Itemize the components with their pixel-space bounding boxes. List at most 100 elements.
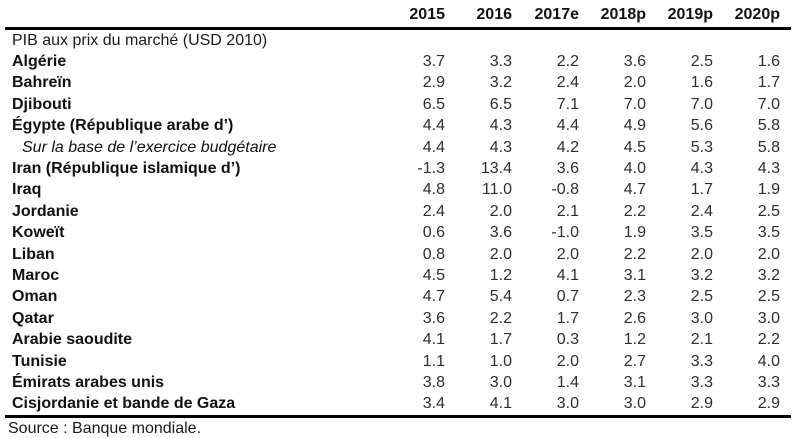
cell-value: 2.0 [556,245,579,263]
table-row: Oman 4.7 5.4 0.7 2.3 2.5 2.5 [5,287,791,308]
table-row: Arabie saoudite 4.1 1.7 0.3 1.2 2.1 2.2 [5,329,791,350]
cell-value: 3.6 [556,160,579,178]
cell-value: 3.1 [623,373,646,391]
row-label: Tunisie [12,352,67,370]
cell-value: 2.1 [690,331,713,349]
cell-value: 7.0 [757,95,780,113]
cell-value: 3.2 [690,266,713,284]
cell-value: 3.8 [422,373,445,391]
cell-value: 2.0 [757,245,780,263]
row-label: Jordanie [12,202,79,220]
table-header-row: 2015 2016 2017e 2018p 2019p 2020p [5,4,791,30]
cell-value: 3.4 [378,393,445,419]
row-label: Maroc [12,266,60,284]
cell-value: -1.3 [417,160,445,178]
cell-value: 7.0 [690,95,713,113]
cell-value: 3.2 [489,74,512,92]
cell-value: 3.0 [489,373,512,391]
cell-value: 2.5 [757,288,780,306]
cell-value: 4.1 [422,331,445,349]
cell-value: 1.7 [556,309,579,327]
section-row: PIB aux prix du marché (USD 2010) [5,29,791,52]
cell-value: 0.6 [422,224,445,242]
column-header-2018p: 2018p [579,4,646,30]
cell-value: 3.3 [690,373,713,391]
row-label: Iran (République islamique d’) [12,160,241,178]
cell-value: 1.4 [556,373,579,391]
cell-value: 1.7 [757,74,780,92]
cell-value: 2.7 [623,352,646,370]
table-row: Algérie 3.7 3.3 2.2 3.6 2.5 1.6 [5,51,791,72]
cell-value: 2.9 [646,393,713,419]
cell-value: 3.0 [690,309,713,327]
table-row: Égypte (République arabe d’) 4.4 4.3 4.4 4.9… [5,116,791,137]
cell-value: 2.2 [489,309,512,327]
cell-value: 2.2 [623,202,646,220]
row-label: Égypte (République arabe d’) [12,117,234,135]
row-label: Iraq [12,181,42,199]
cell-value: 2.3 [623,288,646,306]
cell-value: 5.8 [757,117,780,135]
cell-value: 1.2 [489,266,512,284]
cell-value: 1.1 [422,352,445,370]
cell-value: 1.6 [690,74,713,92]
table-row: Jordanie 2.4 2.0 2.1 2.2 2.4 2.5 [5,201,791,222]
table-row: Sur la base de l’exercice budgétaire 4.4 4… [5,137,791,158]
table-row: Liban 0.8 2.0 2.0 2.2 2.0 2.0 [5,244,791,265]
cell-value: 0.7 [556,288,579,306]
table-row: Bahreïn 2.9 3.2 2.4 2.0 1.6 1.7 [5,73,791,94]
cell-value: 6.5 [422,95,445,113]
cell-value: 3.6 [623,53,646,71]
cell-value: 2.4 [690,202,713,220]
column-header-2020p: 2020p [713,4,791,30]
cell-value: 2.5 [690,53,713,71]
cell-value: 5.4 [489,288,512,306]
cell-value: 2.0 [489,245,512,263]
cell-value: 2.9 [422,74,445,92]
row-label: Oman [12,288,58,306]
table-row: Qatar 3.6 2.2 1.7 2.6 3.0 3.0 [5,308,791,329]
cell-value: 2.4 [422,202,445,220]
cell-value: 7.0 [623,95,646,113]
cell-value: 4.4 [556,117,579,135]
cell-value: 4.7 [422,288,445,306]
table-row: Tunisie 1.1 1.0 2.0 2.7 3.3 4.0 [5,351,791,372]
cell-value: 1.0 [489,352,512,370]
cell-value: 4.3 [489,117,512,135]
table-row: Iran (République islamique d’) -1.3 13.4 3.… [5,158,791,179]
cell-value: 4.2 [556,138,579,156]
row-label: Cisjordanie et bande de Gaza [5,393,378,419]
table-row: Djibouti 6.5 6.5 7.1 7.0 7.0 7.0 [5,94,791,115]
cell-value: 2.5 [690,288,713,306]
cell-value: 4.5 [623,138,646,156]
cell-value: 3.3 [757,373,780,391]
row-label: Qatar [12,309,54,327]
cell-value: 2.2 [556,53,579,71]
cell-value: 1.6 [757,53,780,71]
cell-value: 3.0 [579,393,646,419]
cell-value: 5.8 [757,138,780,156]
cell-value: 5.6 [690,117,713,135]
cell-value: 4.4 [422,138,445,156]
cell-value: 1.7 [489,331,512,349]
cell-value: 3.2 [757,266,780,284]
row-label: Émirats arabes unis [12,373,165,391]
row-label: Djibouti [12,95,72,113]
cell-value: 2.0 [556,352,579,370]
cell-value: 6.5 [489,95,512,113]
row-label: Algérie [12,53,67,71]
column-header-2019p: 2019p [646,4,713,30]
column-header-2015: 2015 [378,4,445,30]
cell-value: 2.2 [757,331,780,349]
column-header-2017e: 2017e [512,4,579,30]
cell-value: 0.3 [556,331,579,349]
cell-value: 3.0 [757,309,780,327]
cell-value: 2.0 [623,74,646,92]
cell-value: 4.0 [623,160,646,178]
header-empty-cell [5,4,378,30]
cell-value: 3.7 [422,53,445,71]
row-label: Liban [12,245,55,263]
cell-value: 2.9 [713,393,791,419]
table-row: Émirats arabes unis 3.8 3.0 1.4 3.1 3.3 3.3 [5,372,791,393]
